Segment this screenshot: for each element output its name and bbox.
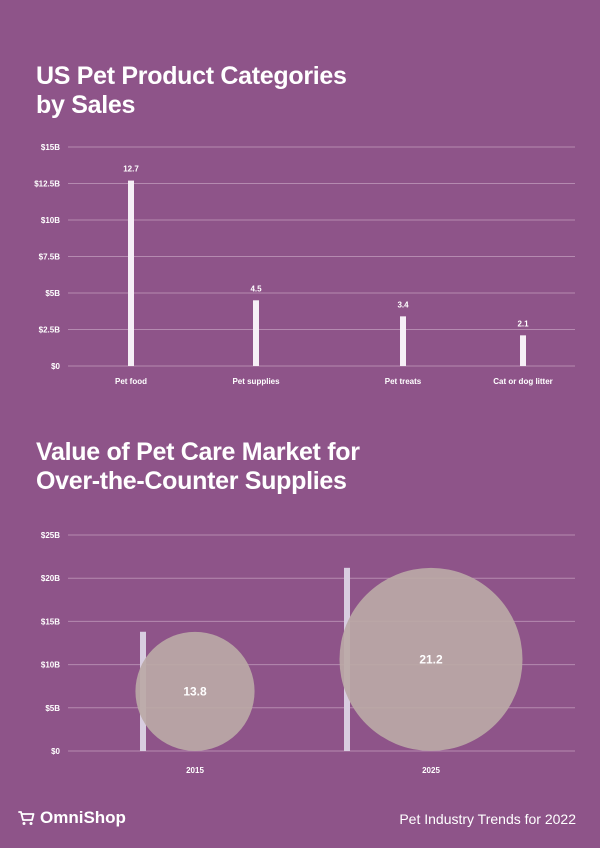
y-tick-label: $12.5B [34, 180, 60, 189]
x-tick-label: Cat or dog litter [493, 377, 553, 386]
x-tick-label: Pet treats [385, 377, 422, 386]
data-label: 2.1 [517, 319, 529, 328]
data-label: 12.7 [123, 165, 139, 174]
y-tick-label: $7.5B [39, 253, 61, 262]
value-bubble [135, 631, 255, 751]
chart-2-pet-care-market-value: $0 $5B $10B $15B $20B $25B 13.8 2015 21.2 2025 [41, 531, 575, 775]
y-tick-label: $0 [51, 362, 60, 371]
y-tick-label: $10B [41, 661, 60, 670]
data-label: 13.8 [183, 684, 207, 698]
y-tick-label: $10B [41, 216, 60, 225]
y-tick-label: $15B [41, 143, 60, 152]
bar [128, 180, 134, 366]
data-label: 4.5 [250, 284, 262, 293]
y-tick-label: $20B [41, 574, 60, 583]
bar [253, 300, 259, 366]
chart-1-sales-by-category: $0 $2.5B $5B $7.5B $10B $12.5B $15B 12.7 Pet foo… [34, 143, 575, 386]
brand-logo: OmniShop [18, 808, 126, 828]
y-tick-label: $15B [41, 617, 60, 626]
bar [520, 335, 526, 366]
x-tick-label: 2015 [186, 766, 204, 775]
footer-note: Pet Industry Trends for 2022 [399, 811, 576, 827]
shopping-cart-icon [18, 811, 35, 825]
y-tick-label: $5B [45, 289, 60, 298]
chart-1-title: US Pet Product Categories by Sales [36, 62, 347, 119]
x-tick-label: 2025 [422, 766, 440, 775]
data-label: 21.2 [419, 652, 443, 666]
bar [400, 316, 406, 366]
y-tick-label: $2.5B [39, 326, 61, 335]
brand-name: OmniShop [40, 808, 126, 827]
data-label: 3.4 [397, 300, 409, 309]
y-tick-label: $5B [45, 704, 60, 713]
chart-2-title: Value of Pet Care Market for Over-the-Co… [36, 438, 360, 495]
x-tick-label: Pet supplies [232, 377, 280, 386]
y-tick-label: $25B [41, 531, 60, 540]
x-tick-label: Pet food [115, 377, 147, 386]
value-bubble [339, 567, 523, 751]
y-tick-label: $0 [51, 747, 60, 756]
